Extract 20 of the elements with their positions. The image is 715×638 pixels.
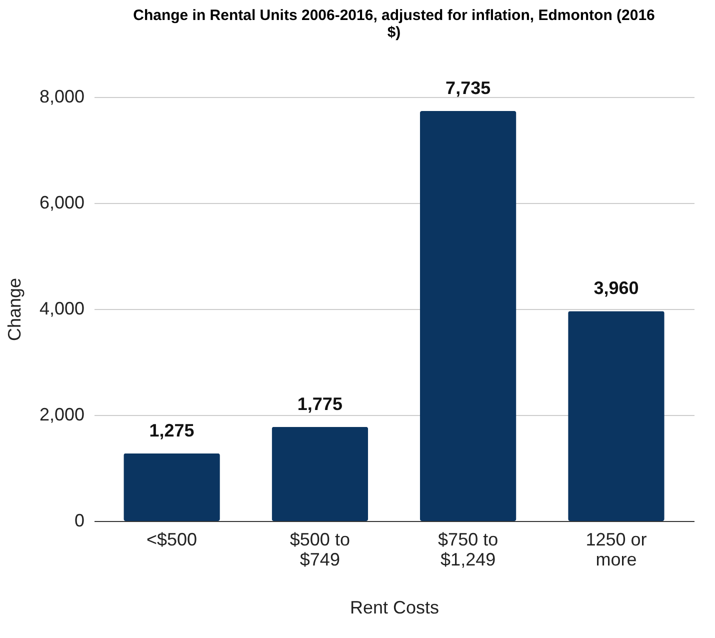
y-tick-label: 8,000 (39, 86, 84, 106)
data-label: 7,735 (446, 78, 491, 98)
bar (420, 111, 516, 521)
y-tick-label: 2,000 (39, 404, 84, 424)
x-axis-title: Rent Costs (350, 598, 440, 618)
y-tick-label: 4,000 (39, 298, 84, 318)
bar (124, 453, 220, 521)
bar (272, 426, 368, 521)
y-tick-label: 0 (74, 510, 84, 530)
data-label: 1,275 (149, 420, 194, 440)
data-label: 3,960 (594, 278, 639, 298)
x-tick-label: $750 to $1,249 (438, 530, 498, 570)
data-label: 1,775 (297, 394, 342, 414)
chart-title: Change in Rental Units 2006-2016, adjusted for inflation, Edmonton (2016 $) (133, 7, 655, 42)
y-tick-label: 6,000 (39, 192, 84, 212)
x-tick-label: 1250 or more (586, 530, 647, 570)
y-axis-title: Change (4, 278, 24, 342)
x-tick-label: $500 to $749 (290, 530, 350, 570)
x-tick-label: <$500 (146, 530, 198, 550)
bar (568, 311, 664, 521)
